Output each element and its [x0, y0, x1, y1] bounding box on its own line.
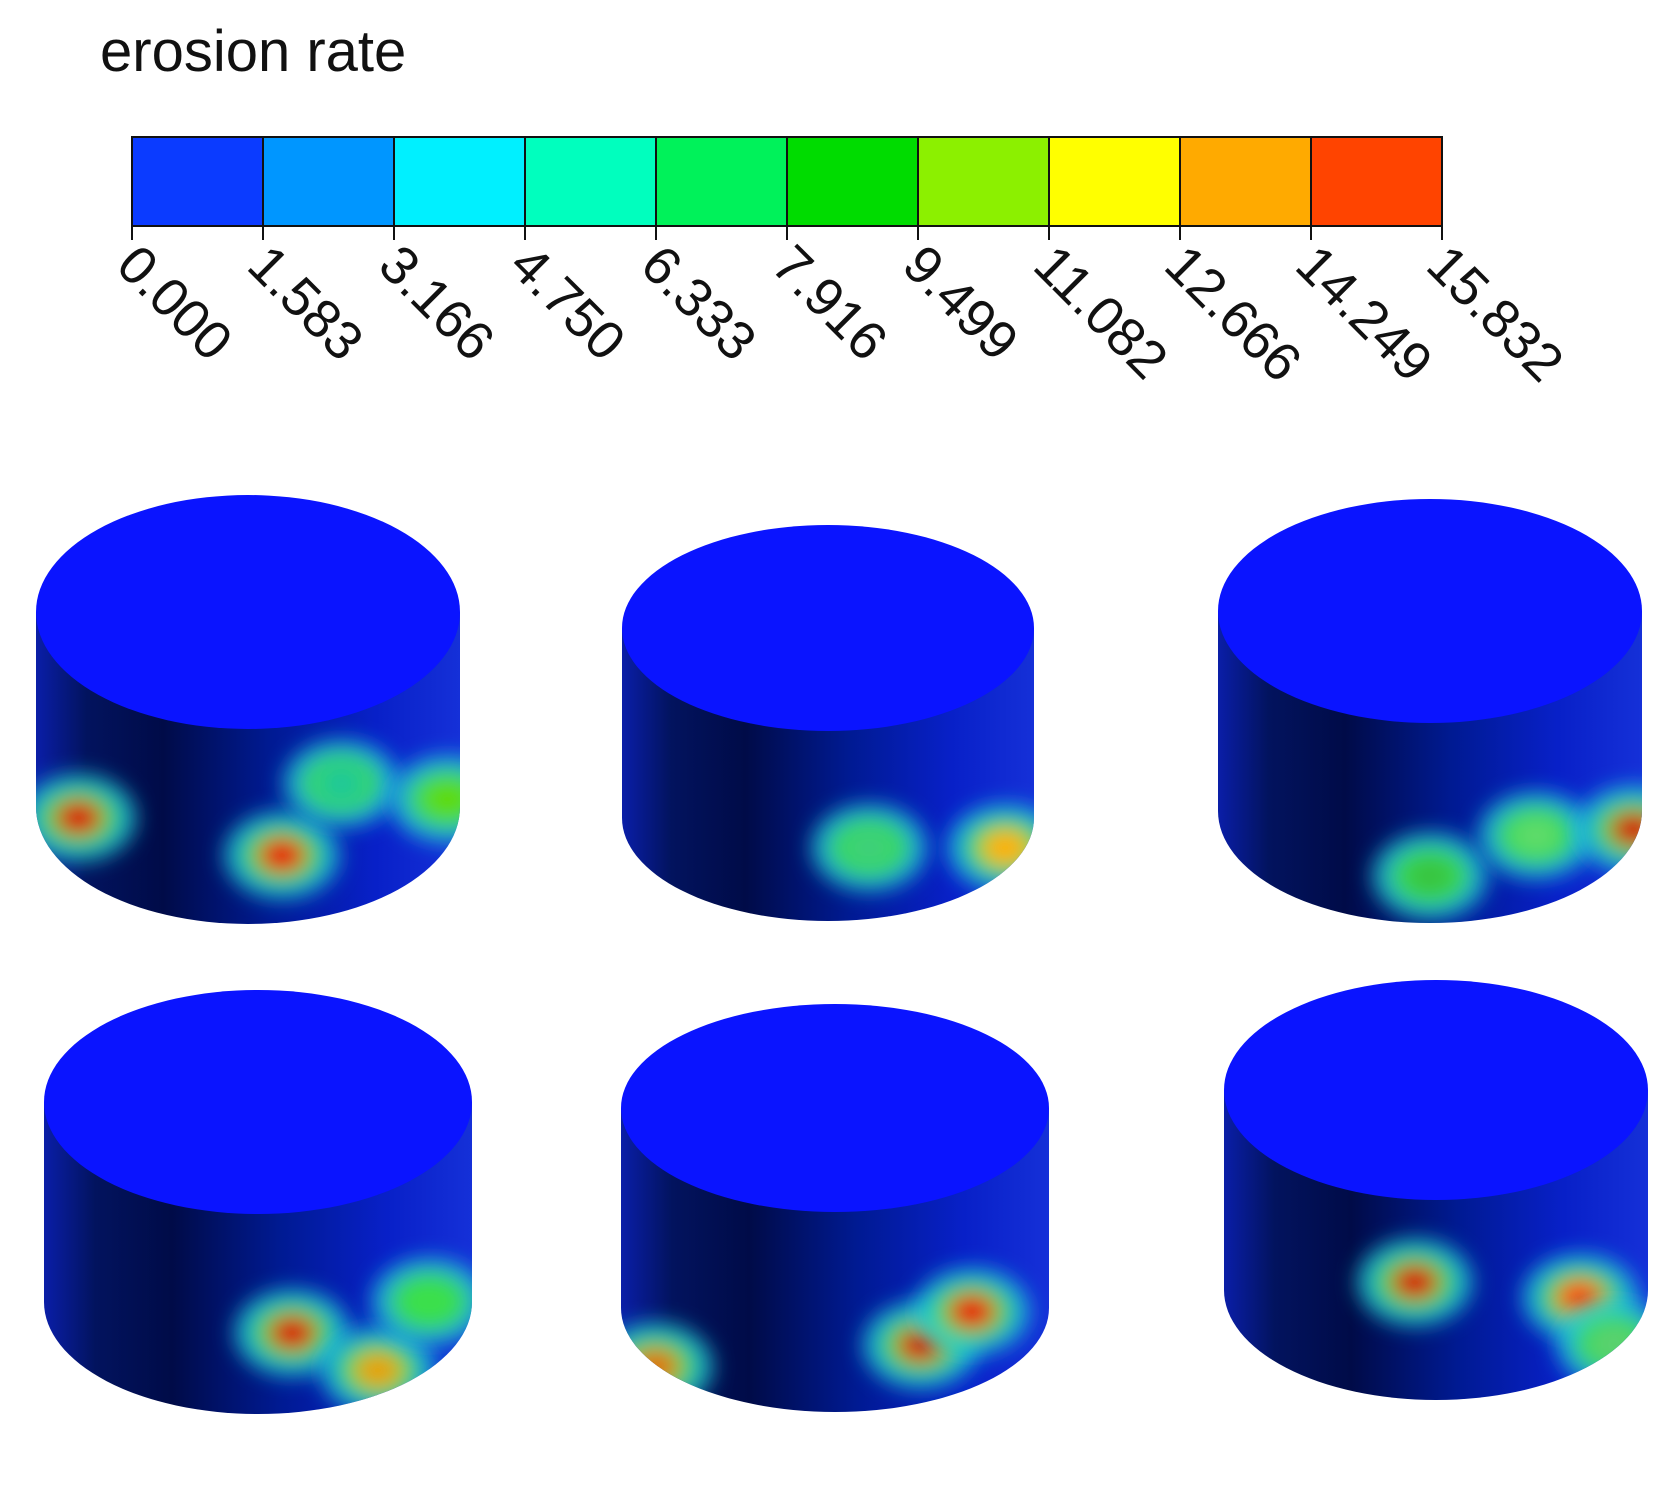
erosion-hotspots: [811, 803, 1034, 892]
panel-3: [1218, 499, 1642, 923]
hotspot: [947, 803, 1034, 892]
hotspot: [371, 1257, 472, 1346]
cylinder-top: [36, 495, 460, 729]
legend-bins: [132, 137, 1443, 226]
legend-bin-6: [918, 137, 1050, 226]
legend-bin-3: [525, 137, 657, 226]
panel-2: [622, 525, 1034, 921]
panel-5: [621, 1004, 1049, 1412]
hotspot: [1356, 1238, 1473, 1327]
hotspot: [621, 1322, 714, 1411]
hotspot: [1372, 832, 1488, 921]
color-legend: 0.0001.5833.1664.7506.3337.9169.49911.08…: [106, 136, 1575, 393]
legend-bin-8: [1180, 137, 1312, 226]
legend-bin-7: [1049, 137, 1181, 226]
cylinder-top: [621, 1004, 1049, 1212]
legend-bin-2: [394, 137, 526, 226]
cylinder-top: [44, 990, 472, 1214]
hotspot: [36, 773, 137, 862]
hotspot: [1556, 1300, 1648, 1389]
legend-bin-0: [132, 137, 264, 226]
legend-bin-9: [1311, 137, 1443, 226]
legend-title: erosion rate: [100, 19, 407, 84]
hotspot: [811, 803, 928, 892]
panel-6: [1224, 980, 1648, 1400]
hotspot: [283, 739, 400, 828]
hotspot: [1575, 785, 1642, 874]
hotspot: [1478, 791, 1594, 880]
hotspot: [223, 811, 340, 900]
cylinder-top: [622, 525, 1034, 731]
hotspot: [389, 755, 460, 844]
panel-4: [44, 990, 472, 1414]
erosion-hotspots: [1372, 785, 1642, 921]
legend-bin-5: [787, 137, 919, 226]
erosion-hotspots: [36, 739, 460, 900]
hotspot: [234, 1288, 351, 1377]
hotspot: [913, 1267, 1030, 1356]
legend-bin-1: [263, 137, 395, 226]
panel-1: [36, 495, 460, 924]
cylinder-top: [1224, 980, 1648, 1200]
legend-bin-4: [656, 137, 788, 226]
legend-ticks: [131, 137, 1443, 240]
cylinder-top: [1218, 499, 1642, 723]
